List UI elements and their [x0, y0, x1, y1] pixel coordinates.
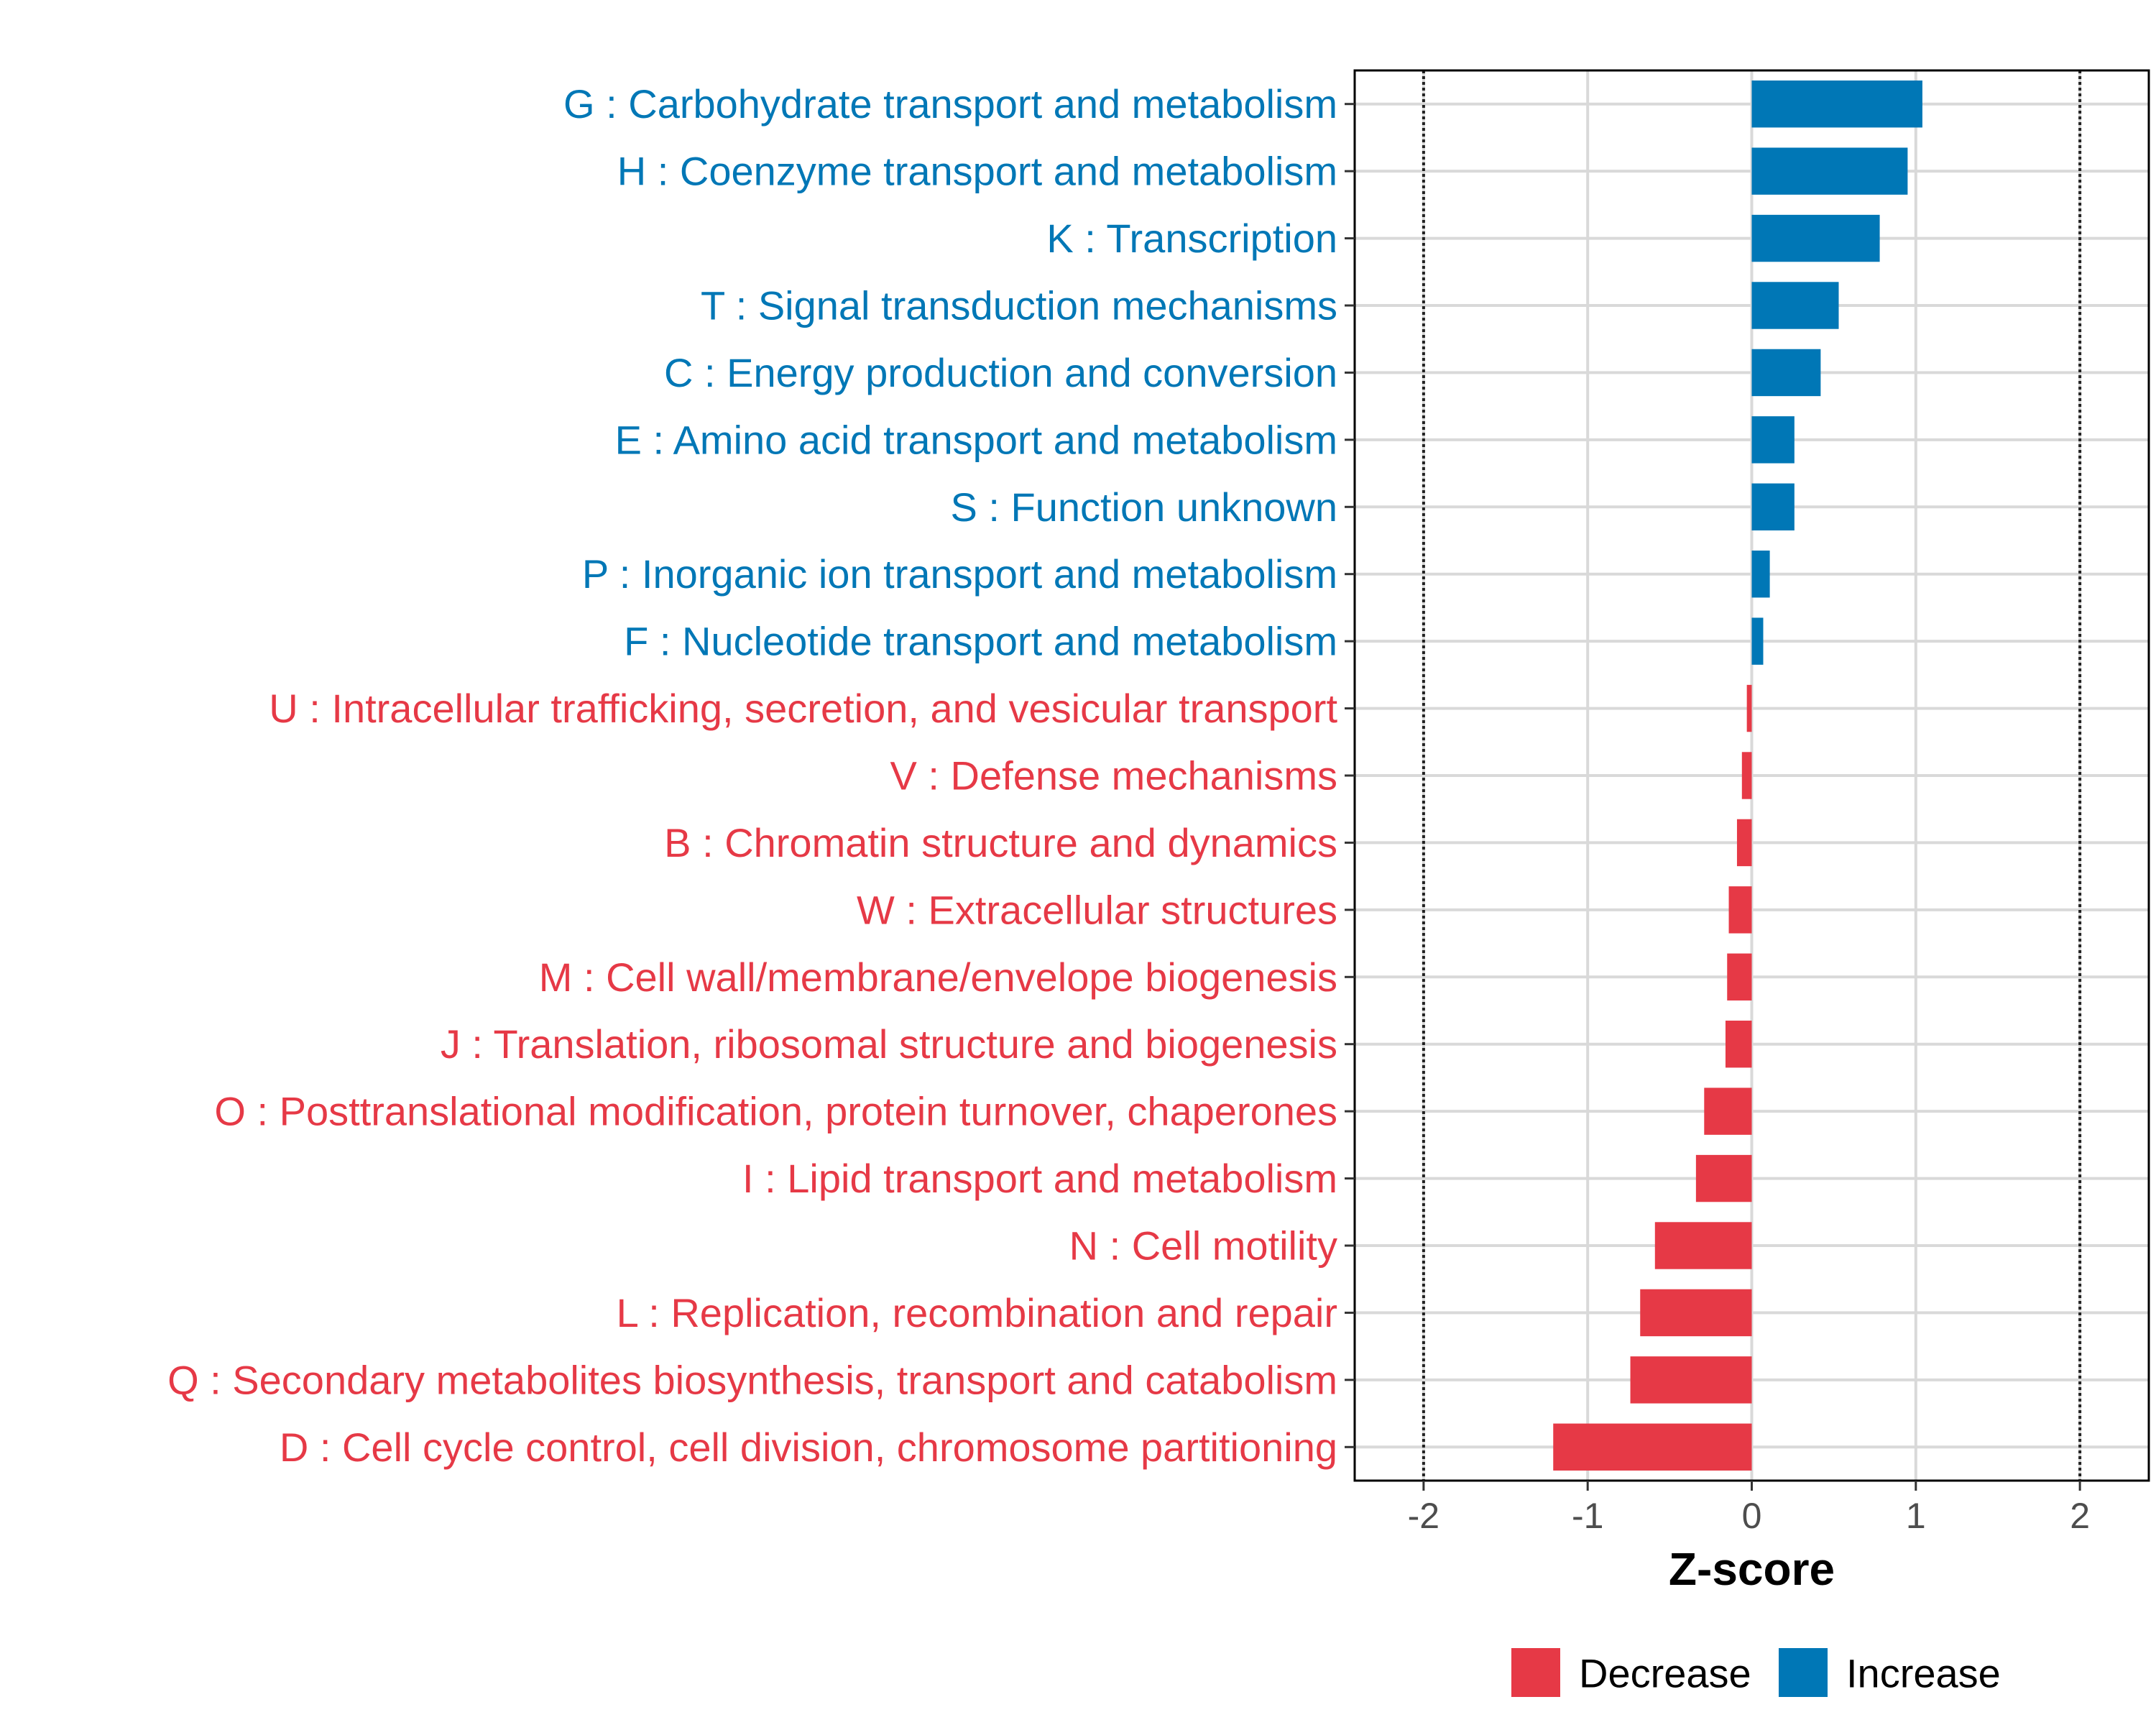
category-label: V : Defense mechanisms: [890, 753, 1337, 799]
legend-label-increase: Increase: [1846, 1651, 2001, 1696]
category-label: O : Posttranslational modification, prot…: [214, 1089, 1337, 1134]
category-label: W : Extracellular structures: [857, 887, 1337, 932]
bar: [1736, 819, 1752, 867]
category-label: Q : Secondary metabolites biosynthesis, …: [167, 1357, 1337, 1402]
legend: Decrease Increase: [1511, 1648, 2001, 1697]
reference-lines: [1422, 70, 2082, 1481]
x-tick-label: 0: [1742, 1496, 1762, 1536]
category-labels: G : Carbohydrate transport and metabolis…: [167, 81, 1337, 1470]
legend-swatch-decrease: [1511, 1648, 1560, 1697]
bar: [1654, 1222, 1752, 1269]
category-label: I : Lipid transport and metabolism: [742, 1156, 1337, 1201]
x-tick-label: 1: [1906, 1496, 1926, 1536]
category-label: C : Energy production and conversion: [664, 350, 1337, 395]
bar: [1630, 1356, 1752, 1404]
category-label: N : Cell motility: [1069, 1223, 1337, 1269]
bar: [1751, 349, 1821, 397]
category-label: F : Nucleotide transport and metabolism: [624, 619, 1337, 664]
y-axis-ticks: [1345, 103, 1355, 1448]
bar: [1640, 1289, 1752, 1337]
category-label: K : Transcription: [1046, 216, 1337, 261]
category-label: B : Chromatin structure and dynamics: [664, 820, 1337, 865]
bar: [1553, 1423, 1752, 1471]
bar: [1751, 416, 1795, 464]
bar: [1704, 1087, 1752, 1135]
legend-swatch-increase: [1779, 1648, 1828, 1697]
x-axis-title: Z-score: [1669, 1543, 1835, 1595]
category-label: T : Signal transduction mechanisms: [701, 283, 1337, 328]
category-label: D : Cell cycle control, cell division, c…: [280, 1425, 1337, 1470]
bar: [1741, 752, 1752, 799]
x-tick-label: -2: [1408, 1496, 1439, 1536]
legend-label-decrease: Decrease: [1579, 1651, 1751, 1696]
bar: [1727, 953, 1752, 1000]
bar: [1751, 147, 1908, 195]
bar: [1695, 1154, 1752, 1202]
x-axis-ticks: -2 -1 0 1 2: [1408, 1481, 2090, 1536]
bar: [1751, 214, 1880, 262]
category-label: P : Inorganic ion transport and metaboli…: [582, 551, 1337, 597]
category-label: L : Replication, recombination and repai…: [617, 1290, 1337, 1335]
x-tick-label: -1: [1572, 1496, 1603, 1536]
category-label: M : Cell wall/membrane/envelope biogenes…: [539, 954, 1337, 1000]
bar: [1751, 617, 1764, 665]
category-label: U : Intracellular trafficking, secretion…: [269, 686, 1337, 731]
bar: [1751, 551, 1770, 598]
bar: [1746, 684, 1752, 732]
category-label: E : Amino acid transport and metabolism: [615, 417, 1337, 462]
bar: [1751, 80, 1922, 128]
bar: [1751, 282, 1839, 329]
bar: [1751, 483, 1795, 530]
x-tick-label: 2: [2070, 1496, 2090, 1536]
bar: [1728, 886, 1752, 934]
bars: [1553, 80, 1922, 1471]
bar: [1725, 1021, 1752, 1068]
category-label: J : Translation, ribosomal structure and…: [441, 1021, 1337, 1067]
category-label: S : Function unknown: [950, 484, 1337, 530]
category-label: H : Coenzyme transport and metabolism: [617, 149, 1337, 194]
category-label: G : Carbohydrate transport and metabolis…: [563, 81, 1337, 126]
